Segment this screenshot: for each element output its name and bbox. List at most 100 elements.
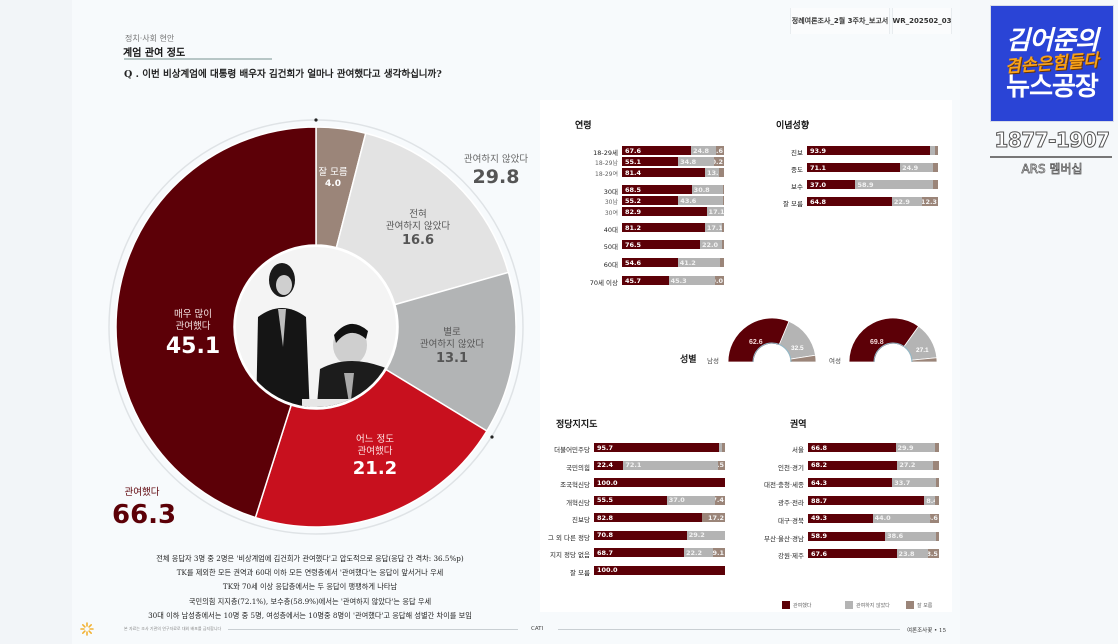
bar-row: 81.2 17.1: [622, 223, 724, 232]
ideology-title: 이념성향: [776, 121, 810, 131]
bar-segment: 68.2: [808, 460, 898, 470]
bar-segment: 66.8: [808, 443, 896, 452]
bar-segment: [723, 185, 724, 194]
bar-segment: 13.9: [705, 168, 720, 177]
ars-label: ARS 멤버십: [1021, 162, 1083, 177]
bar-label: 그 외 다른 정당: [547, 533, 590, 542]
ars-phone-number: 1877-1907: [994, 128, 1111, 153]
bar-segment: 23.8: [896, 549, 928, 559]
footer-divider: [228, 629, 518, 630]
bar-segment: 29.2: [686, 530, 725, 540]
footer-method: CATI: [531, 626, 544, 632]
bar-segment: 76.5: [622, 240, 701, 249]
bar-label: 강원·제주: [778, 552, 804, 561]
bar-segment: 95.7: [594, 443, 720, 452]
bar-row: 88.78.4: [808, 496, 939, 506]
bar-segment: 55.5: [594, 495, 667, 505]
section-title: 계엄 관여 정도: [123, 48, 186, 59]
bar-segment: 81.4: [622, 168, 706, 177]
bar-segment: 24.9: [900, 163, 933, 172]
bar-label: 잘 모름: [782, 200, 803, 208]
ars-divider: [990, 156, 1112, 158]
age-title: 연령: [575, 121, 592, 131]
bar-segment: 38.6: [885, 531, 936, 541]
bar-segment: 71.1: [807, 163, 901, 172]
bar-label: 부산·울산·경남: [763, 534, 804, 543]
bar-segment: 8.4: [924, 496, 936, 506]
bar-row: 58.9 38.6: [808, 531, 939, 541]
bar-segment: [934, 146, 938, 155]
bar-segment: 64.8: [807, 197, 892, 206]
donut-slice: [335, 132, 510, 306]
bar-segment: 45.3: [668, 276, 715, 285]
bar-segment: 58.9: [855, 180, 933, 189]
bar-row: 66.8 29.9: [808, 443, 939, 452]
bar-row: 54.6 41.2: [622, 258, 724, 267]
bar-label: 조국혁신당: [560, 481, 590, 489]
bar-label: 국민의힘: [566, 463, 590, 472]
bar-segment: 7.4: [715, 495, 725, 505]
bar-segment: [722, 443, 725, 452]
legend-not-involved: 관여하지 않았다: [845, 601, 890, 609]
report-name-box: 정례여론조사_2월 3주차_보고서: [790, 8, 890, 34]
bar-row: 67.624.87.6: [622, 146, 724, 155]
bar-row: 68.5 30.8: [622, 185, 724, 194]
bar-segment: [719, 258, 724, 267]
bar-segment: [932, 460, 939, 470]
page-margin: [0, 0, 72, 644]
bar-segment: 37.0: [807, 180, 856, 189]
footer-divider: [558, 629, 900, 630]
svg-text:32.5: 32.5: [791, 345, 804, 352]
bar-segment: 41.2: [677, 258, 720, 267]
female-label: 여성: [829, 357, 841, 365]
title-divider: [124, 58, 272, 60]
bar-label: 30여: [604, 210, 618, 217]
bar-segment: 100.0: [594, 565, 725, 575]
bar-segment: 81.2: [622, 223, 705, 232]
bar-row: 55.134.810.2: [622, 157, 725, 166]
gender-title: 성별: [680, 355, 697, 365]
bar-segment: 17.1: [704, 223, 723, 232]
bar-row: 67.6 23.8 8.5: [808, 549, 939, 559]
bar-label: 더불어민주당: [554, 446, 590, 454]
bar-segment: [719, 168, 724, 177]
bar-segment: 27.2: [897, 460, 933, 470]
svg-text:27.1: 27.1: [916, 347, 929, 354]
bar-segment: [932, 163, 938, 172]
bar-segment: 17.2: [702, 513, 725, 522]
survey-question: Q . 이번 비상계엄에 대통령 배우자 김건희가 얼마나 관여했다고 생각하십…: [124, 69, 442, 80]
bar-segment: 64.3: [808, 478, 893, 488]
legend-swatch: [845, 601, 853, 609]
svg-text:62.6: 62.6: [749, 339, 763, 346]
total-not-involved: 관여하지 않았다 29.8: [463, 154, 529, 188]
show-logo: 김어준의 겸손은힘들다 뉴스공장: [990, 5, 1114, 122]
bar-segment: 5.5: [717, 460, 725, 470]
bar-row: 82.9 17.1: [622, 207, 724, 216]
bar-segment: 67.6: [622, 146, 691, 155]
bar-segment: 55.2: [622, 196, 679, 205]
bar-segment: 100.0: [594, 478, 725, 487]
bar-row: 45.745.39.0: [622, 276, 724, 285]
party-title: 정당지지도: [556, 420, 598, 430]
dont-know-value: 4.0: [325, 178, 341, 189]
report-code: WR_202502_03: [892, 17, 952, 25]
bar-row: 64.3 33.7: [808, 478, 939, 488]
legend-dont-know: 잘 모름: [906, 601, 932, 609]
bar-segment: 24.8: [690, 146, 717, 155]
report-name: 정례여론조사_2월 3주차_보고서: [791, 17, 889, 25]
female-semi-donut: 69.8 27.1: [848, 317, 938, 363]
bar-label: 30남: [604, 199, 618, 206]
bar-segment: 34.8: [678, 157, 714, 166]
bar-row: 70.8 29.2: [594, 530, 725, 540]
bar-segment: [722, 240, 724, 249]
bar-segment: 33.7: [892, 478, 937, 488]
bar-row: 100.0: [594, 565, 725, 575]
bar-segment: 9.0: [714, 276, 724, 285]
page-number: 여론조사꽃 • 15: [907, 628, 947, 634]
bar-label: 대전·충청·세종: [763, 481, 804, 490]
bar-segment: 17.1: [706, 207, 724, 216]
bar-row: 55.2 43.6: [622, 196, 724, 205]
legend-swatch: [782, 601, 790, 609]
bar-row: 82.8 17.2: [594, 513, 725, 522]
bar-segment: 22.2: [683, 548, 714, 557]
